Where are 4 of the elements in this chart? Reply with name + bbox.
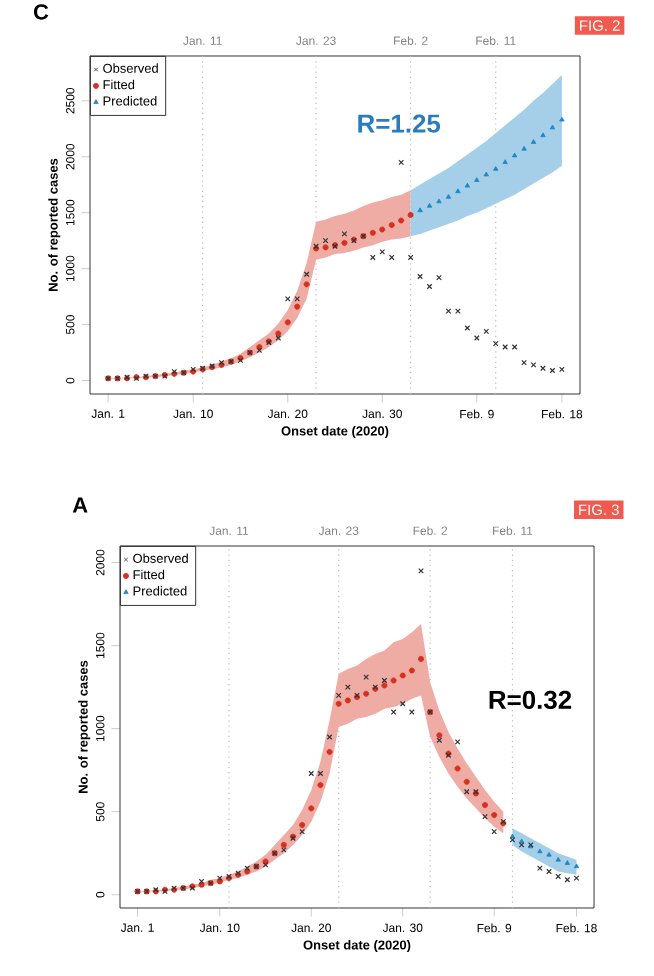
annotation: R=0.32: [489, 690, 572, 710]
annotation: R=1.25: [358, 114, 441, 133]
chart-title: A: [72, 497, 88, 513]
chart-title: C: [33, 4, 49, 20]
